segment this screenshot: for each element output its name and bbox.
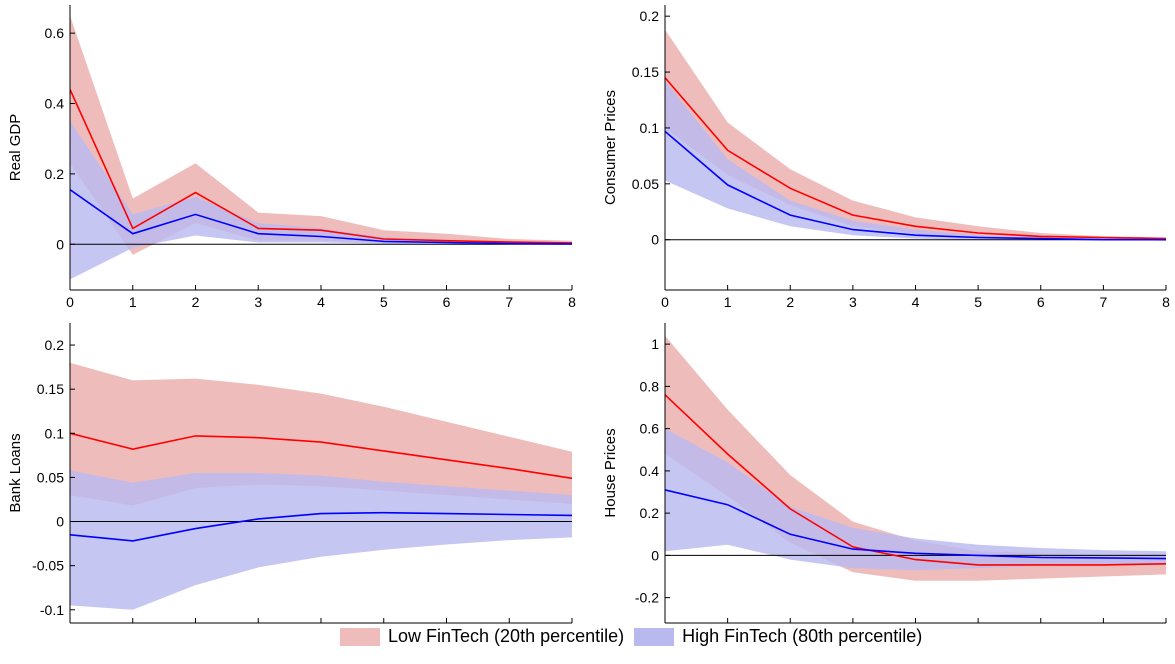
real-gdp-x-tick-label: 1 (129, 294, 137, 310)
consumer-prices-high-band (665, 81, 1166, 241)
real-gdp-x-tick-label: 5 (380, 294, 388, 310)
bank-loans-low-band (70, 362, 572, 506)
consumer-prices-x-tick-label: 8 (1162, 294, 1170, 310)
bank-loans-y-tick-label: 0.1 (45, 425, 65, 441)
consumer-prices-x-tick-label: 6 (1037, 294, 1045, 310)
consumer-prices-y-tick-label: 0.05 (632, 176, 659, 192)
legend-label-low: Low FinTech (20th percentile) (388, 626, 625, 646)
real-gdp-plot-area (70, 15, 572, 280)
consumer-prices-x-tick-label: 4 (912, 294, 920, 310)
house-prices-plot-area (665, 335, 1166, 581)
real-gdp-y-tick-label: 0.6 (45, 25, 65, 41)
consumer-prices-low-line (665, 77, 1166, 240)
consumer-prices-y-tick-label: 0.15 (632, 64, 659, 80)
bank-loans-y-tick-label: 0.2 (45, 337, 65, 353)
consumer-prices-y-axis-label: Consumer Prices (602, 90, 619, 205)
bank-loans-low-line (70, 432, 572, 480)
house-prices-y-tick-label: 0 (651, 547, 659, 563)
bank-loans-plot-area (70, 362, 572, 610)
consumer-prices-y-tick-label: 0.2 (640, 8, 660, 24)
bank-loans-high-line (70, 511, 572, 542)
house-prices-y-tick-label: 1 (651, 336, 659, 352)
real-gdp-x-tick-label: 8 (568, 294, 576, 310)
bank-loans-y-tick-label: -0.05 (32, 558, 64, 574)
real-gdp-low-line (70, 89, 572, 244)
real-gdp-y-tick-label: 0.2 (45, 166, 65, 182)
house-prices-y-tick-label: 0.8 (640, 378, 660, 394)
consumer-prices-x-tick-label: 7 (1099, 294, 1107, 310)
legend-item-low: Low FinTech (20th percentile) (340, 626, 624, 647)
house-prices-y-tick-label: 0.6 (640, 421, 660, 437)
bank-loans-y-tick-label: 0 (56, 514, 64, 530)
bank-loans-high-band (70, 470, 572, 610)
bank-loans-y-tick-label: -0.1 (40, 602, 64, 618)
legend-label-high: High FinTech (80th percentile) (682, 626, 923, 646)
consumer-prices-plot-area (665, 29, 1166, 241)
consumer-prices-x-tick-label: 0 (661, 294, 669, 310)
consumer-prices-y-tick-label: 0 (651, 232, 659, 248)
house-prices-low-line (665, 394, 1166, 566)
legend-item-high: High FinTech (80th percentile) (634, 626, 922, 647)
house-prices-y-tick-label: -0.2 (635, 590, 659, 606)
consumer-prices-x-tick-label: 2 (786, 294, 794, 310)
real-gdp-x-tick-label: 6 (443, 294, 451, 310)
real-gdp-x-tick-label: 2 (192, 294, 200, 310)
bank-loans-y-tick-label: 0.15 (37, 381, 64, 397)
bank-loans-y-axis-label: Bank Loans (7, 433, 24, 512)
house-prices-y-tick-label: 0.2 (640, 505, 660, 521)
consumer-prices-x-tick-label: 1 (724, 294, 732, 310)
house-prices-y-tick-label: 0.4 (640, 463, 660, 479)
consumer-prices-panel: 0 1 2 3 4 5 6 7 8 0 0.05 0.1 0.15 0.2 Consumer Prices (602, 5, 1170, 310)
real-gdp-high-line (70, 189, 572, 245)
house-prices-y-axis-label: House Prices (602, 428, 619, 517)
real-gdp-x-tick-label: 3 (254, 294, 262, 310)
legend: Low FinTech (20th percentile) High FinTe… (340, 626, 922, 647)
legend-swatch-low (340, 627, 380, 646)
consumer-prices-low-band (665, 29, 1166, 240)
real-gdp-panel: 0 1 2 3 4 5 6 7 8 0 0.2 0.4 0.6 Real GDP (7, 5, 576, 310)
consumer-prices-x-tick-label: 5 (974, 294, 982, 310)
consumer-prices-y-tick-label: 0.1 (640, 120, 660, 136)
real-gdp-low-band (70, 15, 572, 255)
impulse-response-figure: 0 1 2 3 4 5 6 7 8 0 0.2 0.4 0.6 Real GDP 0 1 2 3 4 5 6 7 8 0 0.0… (7, 5, 1170, 624)
house-prices-high-line (665, 489, 1166, 560)
real-gdp-y-tick-label: 0 (56, 236, 64, 252)
real-gdp-x-tick-label: 7 (505, 294, 513, 310)
real-gdp-x-tick-label: 0 (66, 294, 74, 310)
consumer-prices-high-line (665, 130, 1166, 241)
real-gdp-x-tick-label: 4 (317, 294, 325, 310)
consumer-prices-x-tick-label: 3 (849, 294, 857, 310)
real-gdp-y-axis-label: Real GDP (7, 114, 24, 182)
bank-loans-y-tick-label: 0.05 (37, 469, 64, 485)
real-gdp-y-tick-label: 0.4 (45, 96, 65, 112)
legend-swatch-high (634, 627, 675, 646)
